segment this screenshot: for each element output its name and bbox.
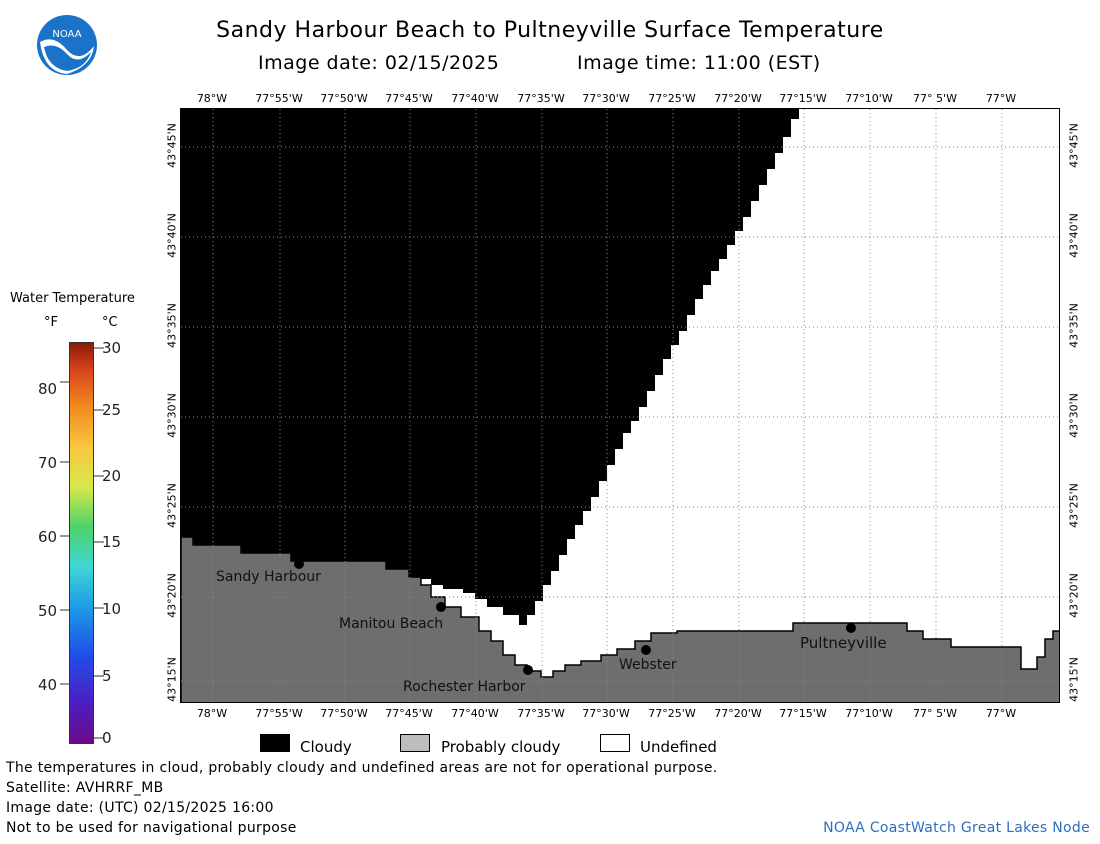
longitude-tick: 77°55'W	[255, 92, 303, 105]
longitude-tick: 77°W	[985, 92, 1017, 105]
land-area	[181, 536, 1059, 702]
map-panel	[180, 108, 1060, 703]
colorbar-f-label: 80	[38, 380, 58, 398]
colorbar-c-label: 25	[102, 401, 122, 419]
longitude-tick: 77°55'W	[255, 707, 303, 720]
image-date: Image date: 02/15/2025	[258, 52, 500, 74]
colorbar-unit-c: °C	[102, 315, 118, 330]
colorbar-c-label: 20	[102, 467, 122, 485]
colorbar-title: Water Temperature	[10, 291, 135, 306]
satellite-text: Satellite: AVHRRF_MB	[6, 780, 164, 796]
latitude-tick: 43°45'N	[165, 123, 179, 168]
utc-date-text: Image date: (UTC) 02/15/2025 16:00	[6, 800, 274, 816]
latitude-tick: 43°30'N	[165, 393, 179, 438]
longitude-tick: 77°20'W	[714, 92, 762, 105]
colorbar-c-label: 15	[102, 533, 122, 551]
latitude-tick: 43°40'N	[165, 213, 179, 258]
cloudy-label: Cloudy	[300, 738, 352, 756]
image-time: Image time: 11:00 (EST)	[577, 52, 821, 74]
map-svg	[181, 109, 1059, 702]
latitude-tick: 43°25'N	[1067, 483, 1081, 528]
colorbar-f-label: 70	[38, 454, 58, 472]
pultneyville-marker	[846, 623, 856, 633]
place-label: Sandy Harbour	[216, 569, 321, 585]
longitude-tick: 77°40'W	[451, 92, 499, 105]
latitude-tick: 43°35'N	[1067, 303, 1081, 348]
manitou-beach-marker	[436, 602, 446, 612]
longitude-tick: 77°20'W	[714, 707, 762, 720]
colorbar-c-label: 5	[102, 667, 112, 685]
longitude-tick: 77° 5'W	[913, 92, 957, 105]
probably-cloudy-swatch	[400, 734, 430, 752]
longitude-tick: 77°35'W	[517, 92, 565, 105]
longitude-tick: 77°45'W	[385, 92, 433, 105]
longitude-tick: 78°W	[196, 707, 228, 720]
latitude-tick: 43°40'N	[1067, 213, 1081, 258]
place-label: Webster	[619, 657, 677, 673]
probably-cloudy-label: Probably cloudy	[441, 738, 561, 756]
sandy-harbour-marker	[294, 559, 304, 569]
graticule	[181, 109, 1059, 702]
longitude-tick: 78°W	[196, 92, 228, 105]
undefined-swatch	[600, 734, 630, 752]
colorbar-c-label: 10	[102, 600, 122, 618]
place-label: Pultneyville	[800, 634, 887, 652]
colorbar-f-label: 60	[38, 528, 58, 546]
navigation-warning: Not to be used for navigational purpose	[6, 820, 297, 836]
noaa-logo-text: NOAA	[52, 29, 81, 40]
latitude-tick: 43°15'N	[165, 657, 179, 702]
latitude-tick: 43°25'N	[165, 483, 179, 528]
map-title: Sandy Harbour Beach to Pultneyville Surf…	[216, 18, 884, 43]
longitude-tick: 77°50'W	[320, 92, 368, 105]
longitude-tick: 77°25'W	[648, 707, 696, 720]
longitude-tick: 77° 5'W	[913, 707, 957, 720]
longitude-tick: 77°15'W	[779, 707, 827, 720]
colorbar-c-label: 30	[102, 339, 122, 357]
rochester-harbor-marker	[523, 665, 533, 675]
colorbar-ticks	[60, 347, 104, 739]
longitude-tick: 77°25'W	[648, 92, 696, 105]
longitude-tick: 77°35'W	[517, 707, 565, 720]
place-label: Manitou Beach	[339, 616, 444, 632]
colorbar	[69, 342, 94, 744]
webster-marker	[641, 645, 651, 655]
colorbar-unit-f: °F	[44, 315, 58, 330]
latitude-tick: 43°45'N	[1067, 123, 1081, 168]
disclaimer-text: The temperatures in cloud, probably clou…	[6, 760, 718, 776]
longitude-tick: 77°30'W	[582, 707, 630, 720]
longitude-tick: 77°30'W	[582, 92, 630, 105]
credit-link[interactable]: NOAA CoastWatch Great Lakes Node	[823, 820, 1090, 836]
latitude-tick: 43°20'N	[165, 573, 179, 618]
longitude-tick: 77°W	[985, 707, 1017, 720]
longitude-tick: 77°15'W	[779, 92, 827, 105]
colorbar-f-label: 40	[38, 676, 58, 694]
latitude-tick: 43°15'N	[1067, 657, 1081, 702]
longitude-tick: 77°45'W	[385, 707, 433, 720]
colorbar-f-label: 50	[38, 602, 58, 620]
longitude-tick: 77°10'W	[845, 92, 893, 105]
latitude-tick: 43°30'N	[1067, 393, 1081, 438]
undefined-label: Undefined	[640, 738, 717, 756]
cloudy-swatch	[260, 734, 290, 752]
latitude-tick: 43°35'N	[165, 303, 179, 348]
latitude-tick: 43°20'N	[1067, 573, 1081, 618]
colorbar-c-label: 0	[102, 729, 112, 747]
longitude-tick: 77°10'W	[845, 707, 893, 720]
cloudy-area	[181, 109, 799, 625]
place-label: Rochester Harbor	[403, 679, 526, 695]
noaa-logo: NOAA	[36, 14, 98, 76]
longitude-tick: 77°40'W	[451, 707, 499, 720]
longitude-tick: 77°50'W	[320, 707, 368, 720]
